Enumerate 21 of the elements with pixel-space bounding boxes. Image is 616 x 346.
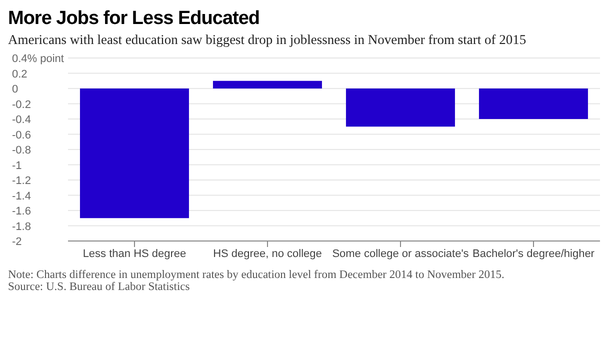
y-tick-label: 0: [12, 84, 18, 96]
x-tick-label: Bachelor's degree/higher: [472, 248, 595, 260]
y-tick-label: -1.8: [12, 220, 31, 233]
y-tick-label: -0.4: [12, 114, 31, 126]
y-tick-label: -0.2: [12, 98, 31, 111]
x-tick-label: HS degree, no college: [213, 248, 322, 260]
y-tick-label: -1.2: [12, 175, 31, 187]
y-tick-label: -1.6: [12, 206, 31, 218]
y-tick-label: -1.4: [12, 190, 31, 202]
chart-title: More Jobs for Less Educated: [8, 8, 261, 30]
y-tick-label: -0.6: [12, 129, 31, 142]
y-tick-label: -0.8: [12, 144, 31, 156]
x-tick-label: Less than HS degree: [82, 248, 186, 260]
y-tick-label: 0.4% point: [12, 53, 64, 65]
y-tick-label: -2: [12, 236, 22, 248]
source-note: Source: U.S. Bureau of Labor Statistics: [8, 281, 191, 293]
y-tick-label: -1: [12, 160, 22, 172]
text: Note: Charts difference in unemployment rates by education level from December 2014 to November 2015.: [8, 269, 506, 281]
chart-subtitle: Americans with least education saw biggest drop in joblessness in November from start of 2015: [8, 32, 528, 48]
y-tick-label: 0.2: [12, 68, 28, 80]
x-tick-label: Some college or associate's: [332, 248, 470, 260]
